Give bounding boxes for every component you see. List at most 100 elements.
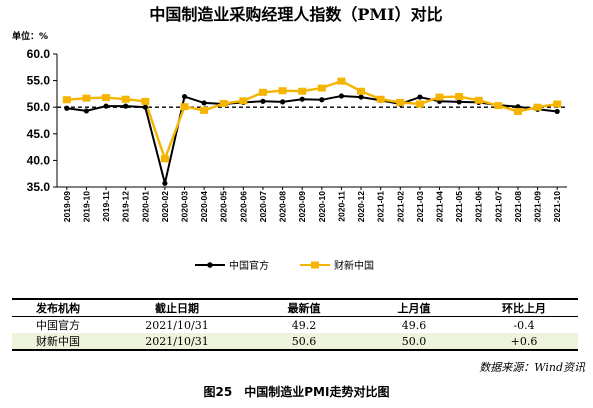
- x-tick-label: 2021-01: [376, 191, 386, 222]
- table-header: 环比上月: [470, 298, 578, 317]
- x-tick-label: 2020-03: [180, 191, 190, 222]
- x-tick-label: 2019-09: [62, 191, 72, 222]
- table-cell: 50.0: [358, 333, 470, 351]
- data-point: [180, 103, 189, 111]
- x-tick-label: 2021-09: [533, 191, 543, 222]
- data-point: [103, 103, 109, 109]
- y-axis-unit-label: 单位：%: [12, 30, 48, 42]
- x-tick-label: 2020-08: [278, 191, 288, 222]
- table-row: 财新中国 2021/10/31 50.6 50.0 +0.6: [12, 333, 578, 351]
- data-point: [239, 97, 248, 105]
- data-point: [201, 100, 207, 106]
- y-tick-label: 35.0: [27, 180, 51, 194]
- y-tick-label: 60.0: [27, 47, 51, 61]
- x-tick-label: 2020-10: [317, 191, 327, 222]
- y-tick-label: 50.0: [27, 100, 51, 114]
- data-point: [533, 103, 542, 111]
- x-tick-label: 2020-01: [140, 191, 150, 222]
- data-point: [142, 104, 148, 110]
- data-point: [358, 94, 364, 100]
- data-point: [553, 100, 562, 108]
- data-point: [82, 94, 91, 102]
- chart-legend: 中国官方 财新中国: [195, 259, 374, 272]
- data-point: [415, 100, 424, 108]
- x-tick-label: 2020-05: [219, 191, 229, 222]
- data-point: [474, 96, 483, 104]
- data-point: [279, 99, 286, 105]
- series-lines: [66, 79, 558, 184]
- series-line-2: [66, 79, 558, 163]
- y-tick-label: 40.0: [27, 153, 51, 167]
- x-tick-label: 2021-03: [415, 191, 425, 222]
- data-point: [396, 98, 405, 106]
- data-point: [123, 103, 129, 109]
- data-point: [338, 93, 345, 99]
- x-tick-label: 2020-09: [297, 191, 307, 222]
- table-cell: 49.6: [401, 318, 427, 332]
- chart-title: 中国制造业采购经理人指数（PMI）对比: [149, 5, 442, 24]
- data-point: [455, 93, 464, 101]
- table-cell: +0.6: [470, 333, 578, 351]
- table-header: 上月值: [358, 298, 470, 317]
- data-point: [102, 94, 111, 102]
- data-point: [337, 77, 346, 85]
- legend-swatch-marker: [207, 262, 213, 268]
- figure-caption: 图25 中国制造业PMI走势对比图: [203, 385, 390, 399]
- data-point: [456, 99, 462, 105]
- data-point: [258, 88, 267, 96]
- table-cell: 2021/10/31: [104, 333, 250, 351]
- legend-swatch-marker: [311, 261, 319, 269]
- x-axis-ticks: 2019-09 2019-10 2019-11 2019-12 2020-01 2020-…: [62, 187, 562, 222]
- data-point: [141, 97, 150, 105]
- x-tick-label: 2021-02: [395, 191, 405, 222]
- data-point: [121, 95, 130, 103]
- data-point: [160, 155, 169, 163]
- data-point: [554, 108, 560, 115]
- table-header-row: 发布机构 截止日期 最新值 上月值 环比上月: [12, 298, 578, 317]
- y-axis-ticks: 35.0 40.0 45.0 50.0 55.0 60.0: [27, 47, 57, 194]
- table-header: 发布机构: [12, 298, 104, 317]
- y-tick-label: 45.0: [27, 127, 51, 141]
- data-point: [83, 108, 90, 114]
- x-tick-label: 2019-12: [121, 191, 131, 222]
- data-point: [376, 95, 385, 103]
- data-point: [317, 84, 326, 92]
- data-point: [319, 97, 325, 103]
- data-source: 数据来源：Wind资讯: [479, 361, 585, 374]
- x-tick-label: 2021-06: [474, 191, 484, 222]
- data-point: [299, 96, 305, 102]
- x-tick-label: 2020-07: [258, 191, 268, 222]
- table-cell: 2021/10/31: [145, 318, 209, 332]
- chart-axes: [56, 54, 567, 188]
- x-tick-label: 2020-06: [238, 191, 248, 222]
- table-header: 最新值: [250, 298, 358, 317]
- pmi-line-chart: 中国制造业采购经理人指数（PMI）对比 单位：% 35.0 40.0 45.0 50.…: [12, 5, 567, 272]
- data-point: [200, 106, 209, 114]
- x-tick-label: 2020-12: [356, 191, 366, 222]
- table-header: 截止日期: [104, 298, 250, 317]
- data-point: [162, 180, 168, 186]
- data-point: [298, 87, 307, 95]
- series-line-1: [66, 94, 558, 184]
- series-markers: [62, 77, 562, 186]
- table-cell: 50.6: [250, 333, 358, 351]
- x-tick-label: 2019-10: [81, 191, 91, 222]
- table-row: 中国官方 2021/10/31 49.2 49.6 -0.4: [12, 317, 578, 334]
- x-tick-label: 2021-08: [513, 191, 523, 222]
- y-tick-label: 55.0: [27, 74, 51, 88]
- table-cell: 财新中国: [12, 333, 104, 351]
- data-point: [435, 93, 444, 101]
- data-point: [64, 105, 70, 111]
- x-tick-label: 2019-11: [101, 191, 111, 222]
- x-tick-label: 2020-02: [160, 191, 170, 222]
- data-point: [219, 99, 228, 107]
- data-point: [260, 98, 266, 104]
- x-tick-label: 2020-04: [199, 191, 209, 222]
- table-cell: -0.4: [513, 318, 535, 332]
- table-cell: 49.2: [291, 318, 317, 332]
- legend-label: 财新中国: [334, 259, 374, 272]
- table-cell: 中国官方: [36, 319, 80, 332]
- x-tick-label: 2021-07: [493, 191, 503, 222]
- pmi-summary-table: 发布机构 截止日期 最新值 上月值 环比上月 中国官方 2021/10/31 4…: [12, 298, 578, 351]
- x-tick-label: 2021-04: [435, 191, 445, 222]
